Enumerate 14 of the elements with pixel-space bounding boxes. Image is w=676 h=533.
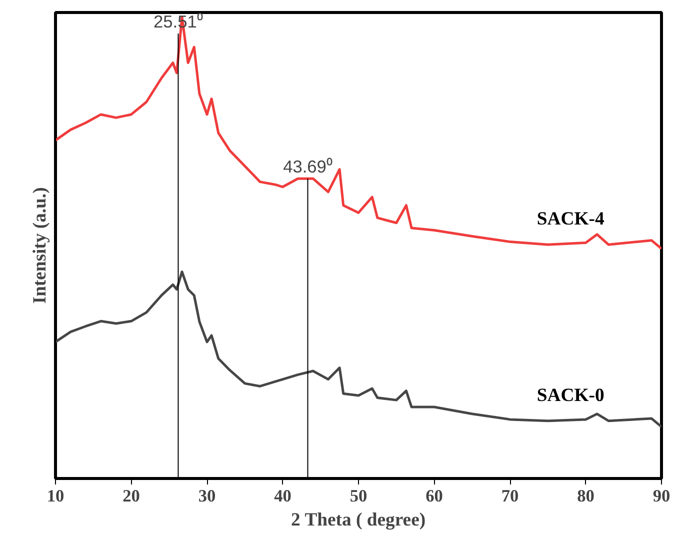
x-tick-label: 70 [501, 486, 519, 506]
series-label: SACK-0 [536, 384, 604, 406]
x-axis-title: 2 Theta ( degree) [291, 510, 426, 530]
y-axis-title: Intensity (a.u.) [30, 187, 50, 304]
x-tick-label: 30 [198, 486, 216, 506]
x-tick-label: 50 [350, 486, 368, 506]
ref-line-label: 43.69⁰ [283, 156, 332, 177]
x-tick-label: 80 [577, 486, 594, 506]
x-tick-label: 90 [652, 486, 670, 506]
x-tick-label: 60 [426, 486, 443, 506]
x-tick-label: 40 [274, 486, 292, 506]
series-label: SACK-4 [536, 208, 604, 230]
x-tick-label: 20 [122, 486, 140, 506]
x-tick-label: 10 [46, 486, 64, 506]
